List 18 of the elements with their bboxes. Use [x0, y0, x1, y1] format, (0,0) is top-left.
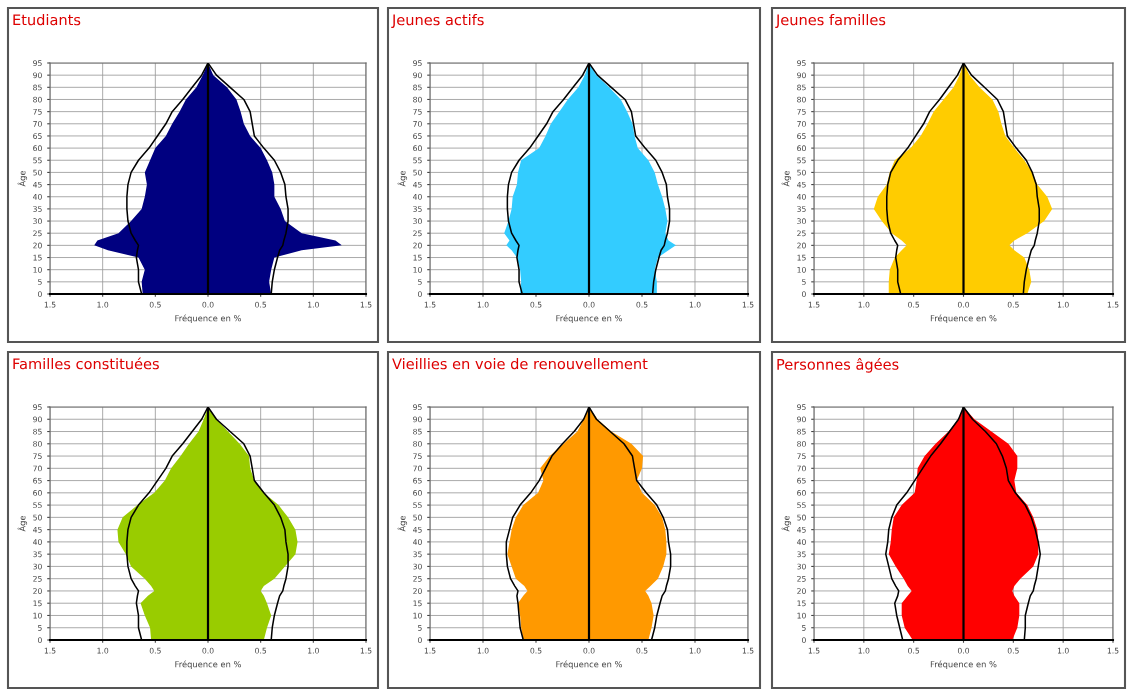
- x-axis-title: Fréquence en %: [930, 660, 997, 669]
- chart-title: Jeunes actifs: [391, 14, 484, 28]
- y-axis-title: Âge: [397, 170, 408, 187]
- x-axis-title: Fréquence en %: [930, 314, 997, 323]
- chart-title: Etudiants: [13, 14, 81, 26]
- chart-title: Personnes âgées: [777, 358, 899, 373]
- y-axis-title: Âge: [397, 515, 408, 532]
- x-axis-title: Fréquence en %: [556, 314, 622, 323]
- x-axis-title: Fréquence en %: [175, 314, 241, 323]
- y-axis-title: Âge: [781, 170, 792, 187]
- y-axis-title: Âge: [781, 515, 792, 532]
- chart-title: Jeunes familles: [775, 14, 886, 28]
- y-axis-title: Âge: [17, 170, 28, 187]
- y-axis-title: Âge: [17, 515, 28, 532]
- x-axis-title: Fréquence en %: [175, 660, 241, 669]
- chart-title: Familles constituées: [13, 357, 159, 370]
- chart-title: Vieillies en voie de renouvellement: [392, 358, 648, 370]
- x-axis-title: Fréquence en %: [556, 660, 622, 669]
